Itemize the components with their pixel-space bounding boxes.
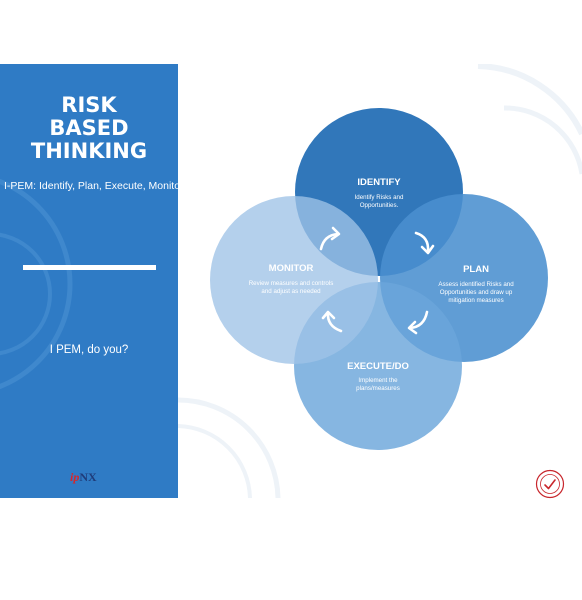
tagline: I PEM, do you? [49, 344, 129, 356]
page-title: RISK BASED THINKING [0, 94, 178, 163]
identify-title: IDENTIFY [357, 177, 401, 188]
arrow-left-curved-icon [407, 310, 429, 335]
monitor-desc-line-2: and adjust as needed [261, 288, 321, 295]
plan-desc-line-3: mitigation measures [448, 297, 503, 304]
monitor-desc-line-1: Review measures and controls [249, 280, 334, 287]
certification-seal-icon [535, 469, 565, 499]
identify-desc-line-2: Opportunities. [360, 202, 399, 209]
title-line-1: RISK [61, 93, 117, 117]
company-logo: ipNX [70, 470, 97, 484]
ipem-cycle-diagram: IDENTIFY Identify Risks and Opportunitie… [210, 108, 548, 450]
subtitle: I-PEM: Identify, Plan, Execute, Monitor [4, 180, 178, 192]
title-line-2: BASED [49, 116, 129, 140]
panel-decorative-arcs [0, 178, 73, 390]
slide: RISK BASED THINKING I-PEM: Identify, Pla… [0, 64, 582, 498]
arrow-down-curved-icon [414, 231, 435, 255]
plan-title: PLAN [463, 264, 489, 275]
left-panel: RISK BASED THINKING I-PEM: Identify, Pla… [0, 64, 178, 498]
decorative-arcs [177, 64, 582, 498]
identify-desc-line-1: Identify Risks and [355, 194, 404, 201]
execute-title: EXECUTE/DO [347, 361, 409, 372]
arrow-up-curved-icon [321, 310, 343, 333]
execute-desc-line-2: plans/measures [356, 385, 400, 392]
plan-desc-line-1: Assess identified Risks and [438, 281, 514, 288]
execute-desc-line-1: Implement the [358, 377, 398, 384]
title-line-3: THINKING [30, 139, 148, 163]
divider [23, 265, 156, 270]
arrow-right-curved-icon [319, 226, 341, 251]
monitor-title: MONITOR [269, 263, 314, 274]
plan-desc-line-2: Opportunities and draw up [440, 289, 513, 296]
monitor-circle [210, 196, 378, 364]
